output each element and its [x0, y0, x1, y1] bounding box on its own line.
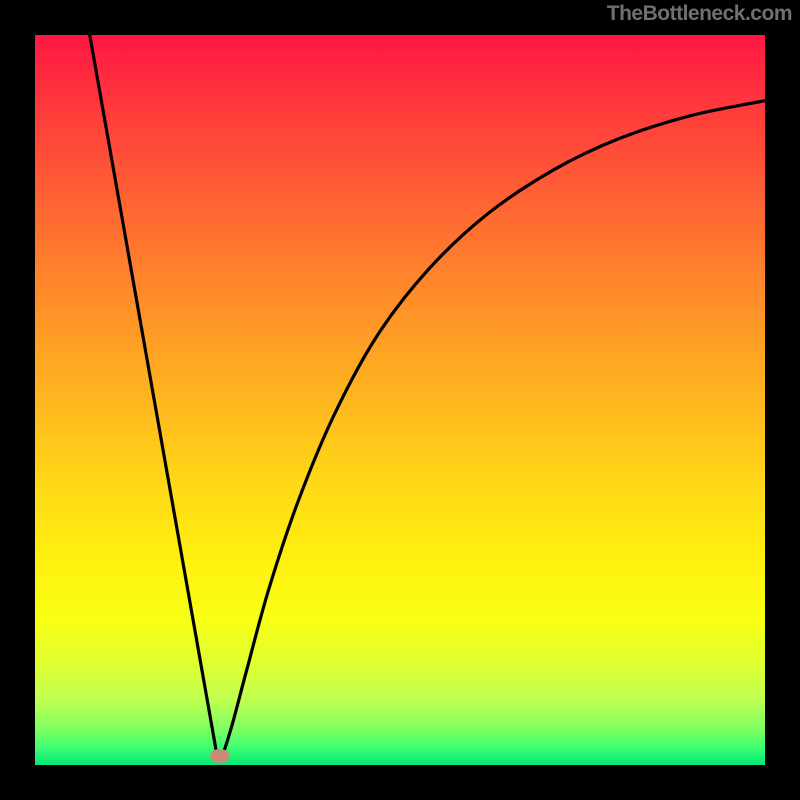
bottleneck-curve: [35, 35, 765, 765]
watermark-text: TheBottleneck.com: [607, 2, 792, 26]
optimal-point-marker: [210, 749, 230, 763]
chart-container: TheBottleneck.com: [0, 0, 800, 800]
plot-area: [35, 35, 765, 765]
